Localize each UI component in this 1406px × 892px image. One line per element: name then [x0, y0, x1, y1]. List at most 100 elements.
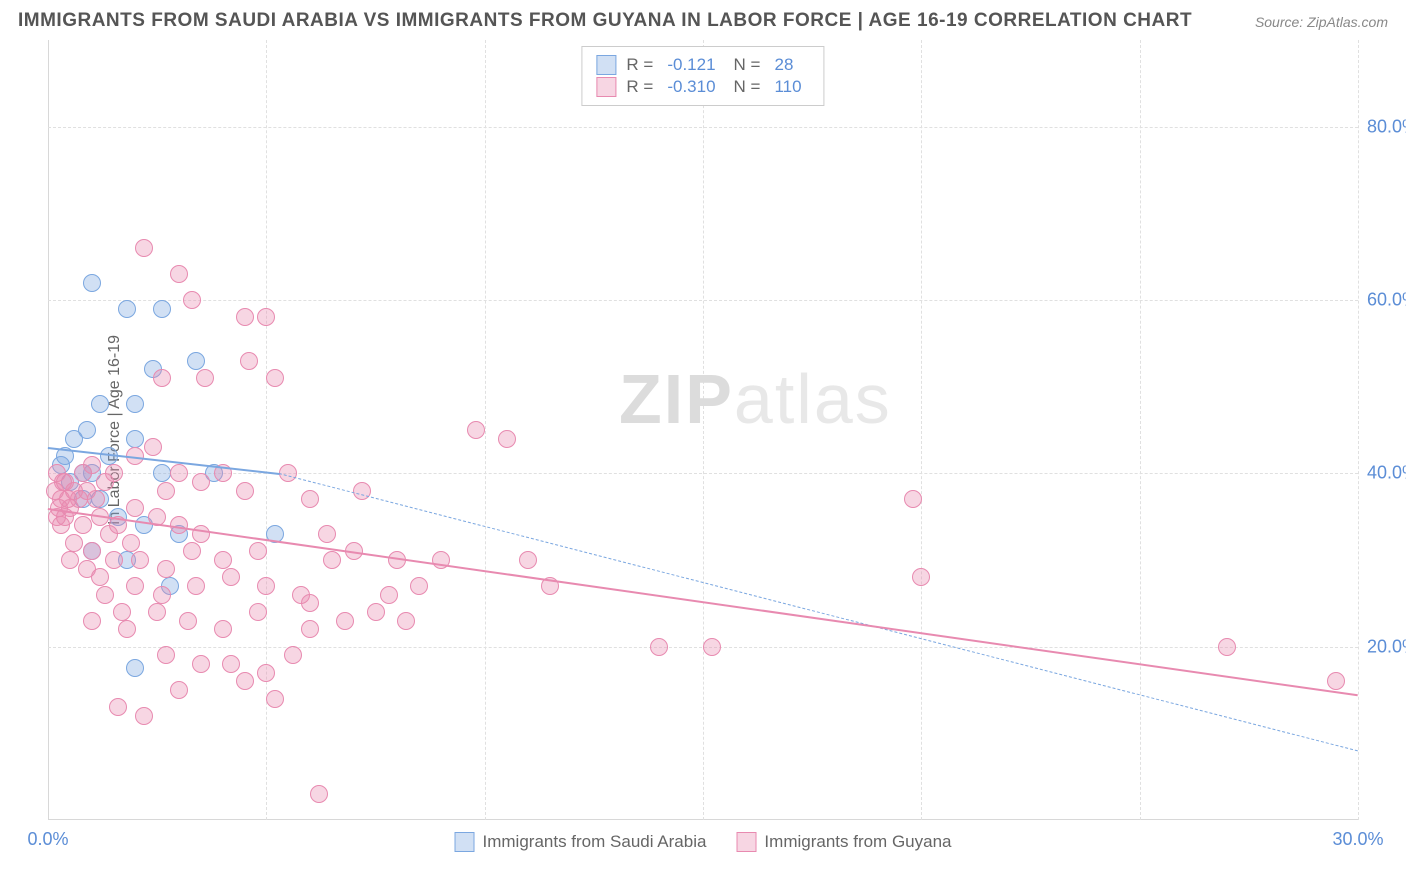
scatter-point-saudi — [126, 430, 144, 448]
scatter-point-saudi — [83, 274, 101, 292]
stats-legend-row-guyana: R = -0.310 N = 110 — [596, 77, 809, 97]
scatter-point-guyana — [83, 612, 101, 630]
scatter-point-guyana — [249, 542, 267, 560]
scatter-point-guyana — [109, 698, 127, 716]
scatter-point-guyana — [467, 421, 485, 439]
scatter-point-saudi — [187, 352, 205, 370]
stats-legend: R = -0.121 N = 28 R = -0.310 N = 110 — [581, 46, 824, 106]
scatter-point-saudi — [118, 300, 136, 318]
scatter-point-guyana — [96, 586, 114, 604]
scatter-point-guyana — [222, 568, 240, 586]
scatter-point-guyana — [100, 525, 118, 543]
scatter-point-guyana — [301, 594, 319, 612]
scatter-point-saudi — [126, 659, 144, 677]
scatter-point-guyana — [157, 560, 175, 578]
scatter-point-guyana — [135, 707, 153, 725]
scatter-point-guyana — [192, 525, 210, 543]
scatter-point-guyana — [301, 620, 319, 638]
scatter-point-guyana — [170, 681, 188, 699]
ytick-label: 20.0% — [1363, 636, 1406, 657]
scatter-point-guyana — [122, 534, 140, 552]
scatter-point-guyana — [105, 551, 123, 569]
scatter-point-guyana — [170, 464, 188, 482]
scatter-point-guyana — [157, 646, 175, 664]
stats-legend-row-saudi: R = -0.121 N = 28 — [596, 55, 809, 75]
scatter-point-guyana — [83, 542, 101, 560]
scatter-point-guyana — [105, 464, 123, 482]
scatter-point-guyana — [192, 473, 210, 491]
scatter-point-guyana — [301, 490, 319, 508]
scatter-point-saudi — [153, 300, 171, 318]
scatter-point-guyana — [54, 473, 72, 491]
scatter-point-guyana — [257, 664, 275, 682]
scatter-point-guyana — [1327, 672, 1345, 690]
source-attribution: Source: ZipAtlas.com — [1255, 14, 1388, 30]
scatter-point-guyana — [144, 438, 162, 456]
scatter-point-guyana — [126, 577, 144, 595]
scatter-point-guyana — [148, 603, 166, 621]
scatter-point-guyana — [170, 265, 188, 283]
legend-item-guyana: Immigrants from Guyana — [736, 832, 951, 852]
scatter-point-guyana — [310, 785, 328, 803]
gridline-v — [1358, 40, 1359, 820]
scatter-point-guyana — [650, 638, 668, 656]
scatter-point-guyana — [498, 430, 516, 448]
trend-line — [279, 473, 1358, 751]
scatter-point-guyana — [179, 612, 197, 630]
scatter-point-guyana — [196, 369, 214, 387]
scatter-point-guyana — [323, 551, 341, 569]
scatter-point-guyana — [703, 638, 721, 656]
scatter-point-guyana — [397, 612, 415, 630]
scatter-point-guyana — [380, 586, 398, 604]
scatter-point-guyana — [519, 551, 537, 569]
scatter-point-guyana — [236, 308, 254, 326]
scatter-point-guyana — [912, 568, 930, 586]
chart-title: IMMIGRANTS FROM SAUDI ARABIA VS IMMIGRAN… — [18, 10, 1192, 32]
scatter-point-guyana — [192, 655, 210, 673]
ytick-label: 60.0% — [1363, 290, 1406, 311]
scatter-point-guyana — [367, 603, 385, 621]
scatter-point-guyana — [183, 542, 201, 560]
scatter-point-guyana — [266, 690, 284, 708]
xtick-label: 0.0% — [27, 829, 68, 850]
scatter-point-guyana — [65, 534, 83, 552]
scatter-point-guyana — [318, 525, 336, 543]
scatter-point-guyana — [135, 239, 153, 257]
watermark: ZIPatlas — [619, 359, 892, 439]
scatter-point-guyana — [113, 603, 131, 621]
scatter-point-guyana — [222, 655, 240, 673]
swatch-saudi — [455, 832, 475, 852]
scatter-point-guyana — [236, 672, 254, 690]
swatch-saudi — [596, 55, 616, 75]
gridline-v — [921, 40, 922, 820]
scatter-point-guyana — [87, 490, 105, 508]
scatter-point-guyana — [236, 482, 254, 500]
scatter-point-saudi — [153, 464, 171, 482]
ytick-label: 40.0% — [1363, 463, 1406, 484]
scatter-point-guyana — [214, 620, 232, 638]
xtick-label: 30.0% — [1332, 829, 1383, 850]
scatter-point-guyana — [284, 646, 302, 664]
scatter-point-guyana — [131, 551, 149, 569]
scatter-point-guyana — [126, 499, 144, 517]
scatter-point-guyana — [61, 551, 79, 569]
series-legend: Immigrants from Saudi Arabia Immigrants … — [455, 832, 952, 852]
swatch-guyana — [736, 832, 756, 852]
scatter-point-guyana — [266, 369, 284, 387]
scatter-point-guyana — [904, 490, 922, 508]
scatter-point-guyana — [1218, 638, 1236, 656]
plot-area: ZIPatlas In Labor Force | Age 16-19 R = … — [48, 40, 1358, 820]
scatter-point-guyana — [83, 456, 101, 474]
swatch-guyana — [596, 77, 616, 97]
scatter-point-guyana — [410, 577, 428, 595]
scatter-point-guyana — [257, 577, 275, 595]
scatter-point-guyana — [249, 603, 267, 621]
scatter-point-guyana — [118, 620, 136, 638]
scatter-point-guyana — [240, 352, 258, 370]
chart-container: IMMIGRANTS FROM SAUDI ARABIA VS IMMIGRAN… — [0, 0, 1406, 892]
scatter-point-saudi — [91, 395, 109, 413]
scatter-point-saudi — [126, 395, 144, 413]
scatter-point-guyana — [153, 586, 171, 604]
scatter-point-guyana — [52, 516, 70, 534]
ytick-label: 80.0% — [1363, 116, 1406, 137]
